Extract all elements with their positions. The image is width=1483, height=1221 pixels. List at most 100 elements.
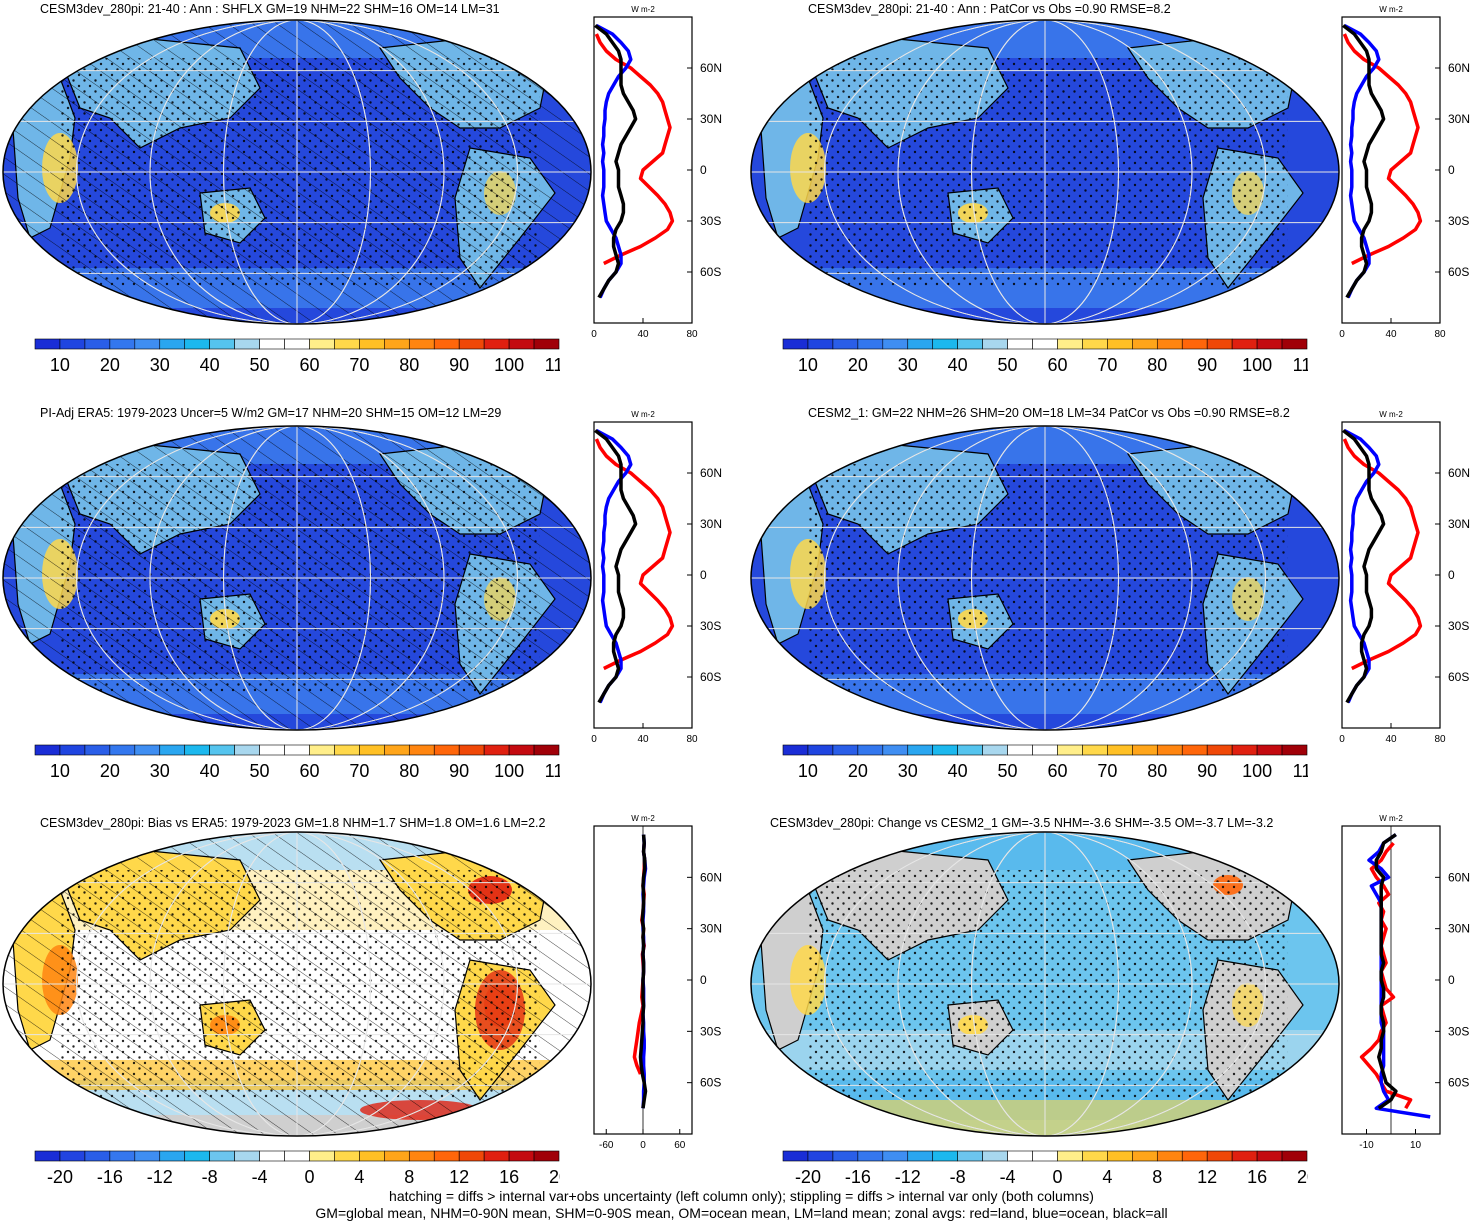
- colorbar-tick-label: 4: [354, 1167, 364, 1187]
- colorbar-cell: [384, 744, 410, 756]
- colorbar-tick-label: 4: [1102, 1167, 1112, 1187]
- colorbar-cell: [982, 338, 1008, 350]
- colorbar-cell: [807, 744, 834, 756]
- colorbar-cell: [84, 338, 111, 350]
- colorbar-tick-label: 60: [1047, 355, 1067, 375]
- colorbar-cell: [433, 1150, 460, 1162]
- zonal-line-land: [596, 439, 672, 703]
- zonal-mean-plot: W m-2 60N 30N 0 30S 60S -10 10: [1341, 814, 1470, 1151]
- colorbar-cell: [408, 744, 435, 756]
- x-tick-label: 10: [1410, 1140, 1422, 1151]
- colorbar-tick-label: 0: [1052, 1167, 1062, 1187]
- colorbar-tick-label: 60: [1047, 761, 1067, 781]
- colorbar-tick-label: 30: [150, 761, 170, 781]
- colorbar-cell: [458, 744, 485, 756]
- colorbar-cell: [1082, 744, 1108, 756]
- colorbar-cell: [184, 744, 210, 756]
- graticule: [751, 426, 1339, 730]
- colorbar-tick-label: 80: [399, 355, 419, 375]
- x-tick-label: 40: [637, 734, 649, 745]
- lat-tick-label: 30S: [700, 1024, 721, 1038]
- colorbar-cell: [807, 338, 834, 350]
- zonal-line-all: [594, 429, 638, 704]
- colorbar-cell: [832, 744, 859, 756]
- zonal-line-all: [1374, 833, 1398, 1110]
- zonal-line-all: [1342, 24, 1386, 299]
- colorbar: 10 20 30 40 50 60 70 80 90 100 110: [34, 744, 560, 781]
- colorbar-cell: [1032, 338, 1058, 350]
- x-tick-label: -10: [1359, 1140, 1374, 1151]
- colorbar-tick-label: 70: [1097, 761, 1117, 781]
- lat-tick-label: 30N: [1448, 112, 1470, 126]
- lat-tick-label: 0: [1448, 973, 1455, 987]
- colorbar-cell: [1107, 744, 1133, 756]
- colorbar-tick-label: 16: [499, 1167, 519, 1187]
- x-tick-label: 0: [640, 1140, 646, 1151]
- colorbar-cell: [1256, 744, 1283, 756]
- colorbar-tick-label: 100: [1242, 355, 1272, 375]
- colorbar-tick-label: 30: [150, 355, 170, 375]
- colorbar-cell: [508, 1150, 535, 1162]
- colorbar-cell: [259, 1150, 285, 1162]
- lat-tick-label: 0: [700, 973, 707, 987]
- lat-tick-label: 60S: [1448, 1076, 1469, 1090]
- zonal-mean-plot: W m-2 60N 30N 0 30S 60S 0 40 80: [591, 5, 722, 340]
- lat-tick-label: 30S: [700, 619, 721, 633]
- colorbar-cell: [209, 744, 235, 756]
- colorbar-tick-label: 50: [250, 355, 270, 375]
- colorbar-tick-label: 90: [1197, 761, 1217, 781]
- lat-tick-label: 60N: [700, 61, 722, 75]
- colorbar-cell: [1206, 744, 1233, 756]
- lat-tick-label: 60N: [1448, 466, 1470, 480]
- colorbar-cell: [1082, 338, 1108, 350]
- x-tick-label: 80: [686, 734, 698, 745]
- colorbar-cell: [508, 744, 535, 756]
- colorbar-cell: [334, 744, 360, 756]
- colorbar-tick-label: 20: [848, 355, 868, 375]
- map-outline: [2, 831, 592, 1137]
- lat-tick-label: 60N: [1448, 870, 1470, 884]
- colorbar-cell: [533, 338, 560, 350]
- colorbar-tick-label: 10: [50, 761, 70, 781]
- zonal-mean-plot: W m-2 60N 30N 0 30S 60S 0 40 80: [591, 410, 722, 745]
- colorbar-cell: [782, 1150, 809, 1162]
- colorbar-cell: [882, 744, 909, 756]
- colorbar-cell: [59, 338, 86, 350]
- colorbar-tick-label: 8: [404, 1167, 414, 1187]
- stippling-overlay: [808, 58, 1288, 288]
- colorbar-cell: [1231, 338, 1258, 350]
- zonal-line-ocean: [595, 23, 633, 299]
- lat-tick-label: 30N: [700, 517, 722, 531]
- colorbar-tick-label: -20: [795, 1167, 821, 1187]
- colorbar-cell: [134, 744, 161, 756]
- x-tick-label: 40: [1385, 329, 1397, 340]
- graticule: [3, 426, 591, 730]
- colorbar-tick-label: 50: [250, 761, 270, 781]
- colorbar-cell: [882, 1150, 909, 1162]
- colorbar-cell: [259, 338, 285, 350]
- zonal-line-land: [596, 34, 672, 298]
- colorbar-cell: [109, 1150, 136, 1162]
- colorbar: -20 -16 -12 -8 -4 0 4 8 12 16 20: [782, 1150, 1308, 1187]
- zonal-mean-plot: W m-2 60N 30N 0 30S 60S -60 0 60: [593, 814, 722, 1151]
- x-tick-label: 40: [1385, 734, 1397, 745]
- colorbar-tick-label: 40: [200, 761, 220, 781]
- colorbar-tick-label: 100: [1242, 761, 1272, 781]
- colorbar-cell: [882, 338, 909, 350]
- colorbar-cell: [334, 338, 360, 350]
- colorbar-cell: [1032, 1150, 1058, 1162]
- colorbar-cell: [159, 1150, 186, 1162]
- map-panel: [2, 19, 592, 325]
- map-outline: [2, 425, 592, 731]
- x-tick-label: 40: [637, 329, 649, 340]
- zonal-line-all: [638, 834, 648, 1109]
- colorbar-tick-label: 0: [304, 1167, 314, 1187]
- colorbar-cell: [159, 338, 186, 350]
- lat-tick-label: 60S: [1448, 265, 1469, 279]
- colorbar-tick-label: 70: [1097, 355, 1117, 375]
- colorbar-cell: [359, 338, 385, 350]
- lat-tick-label: 30N: [1448, 517, 1470, 531]
- colorbar-tick-label: 20: [848, 761, 868, 781]
- colorbar-tick-label: -8: [202, 1167, 218, 1187]
- colorbar-tick-label: -16: [97, 1167, 123, 1187]
